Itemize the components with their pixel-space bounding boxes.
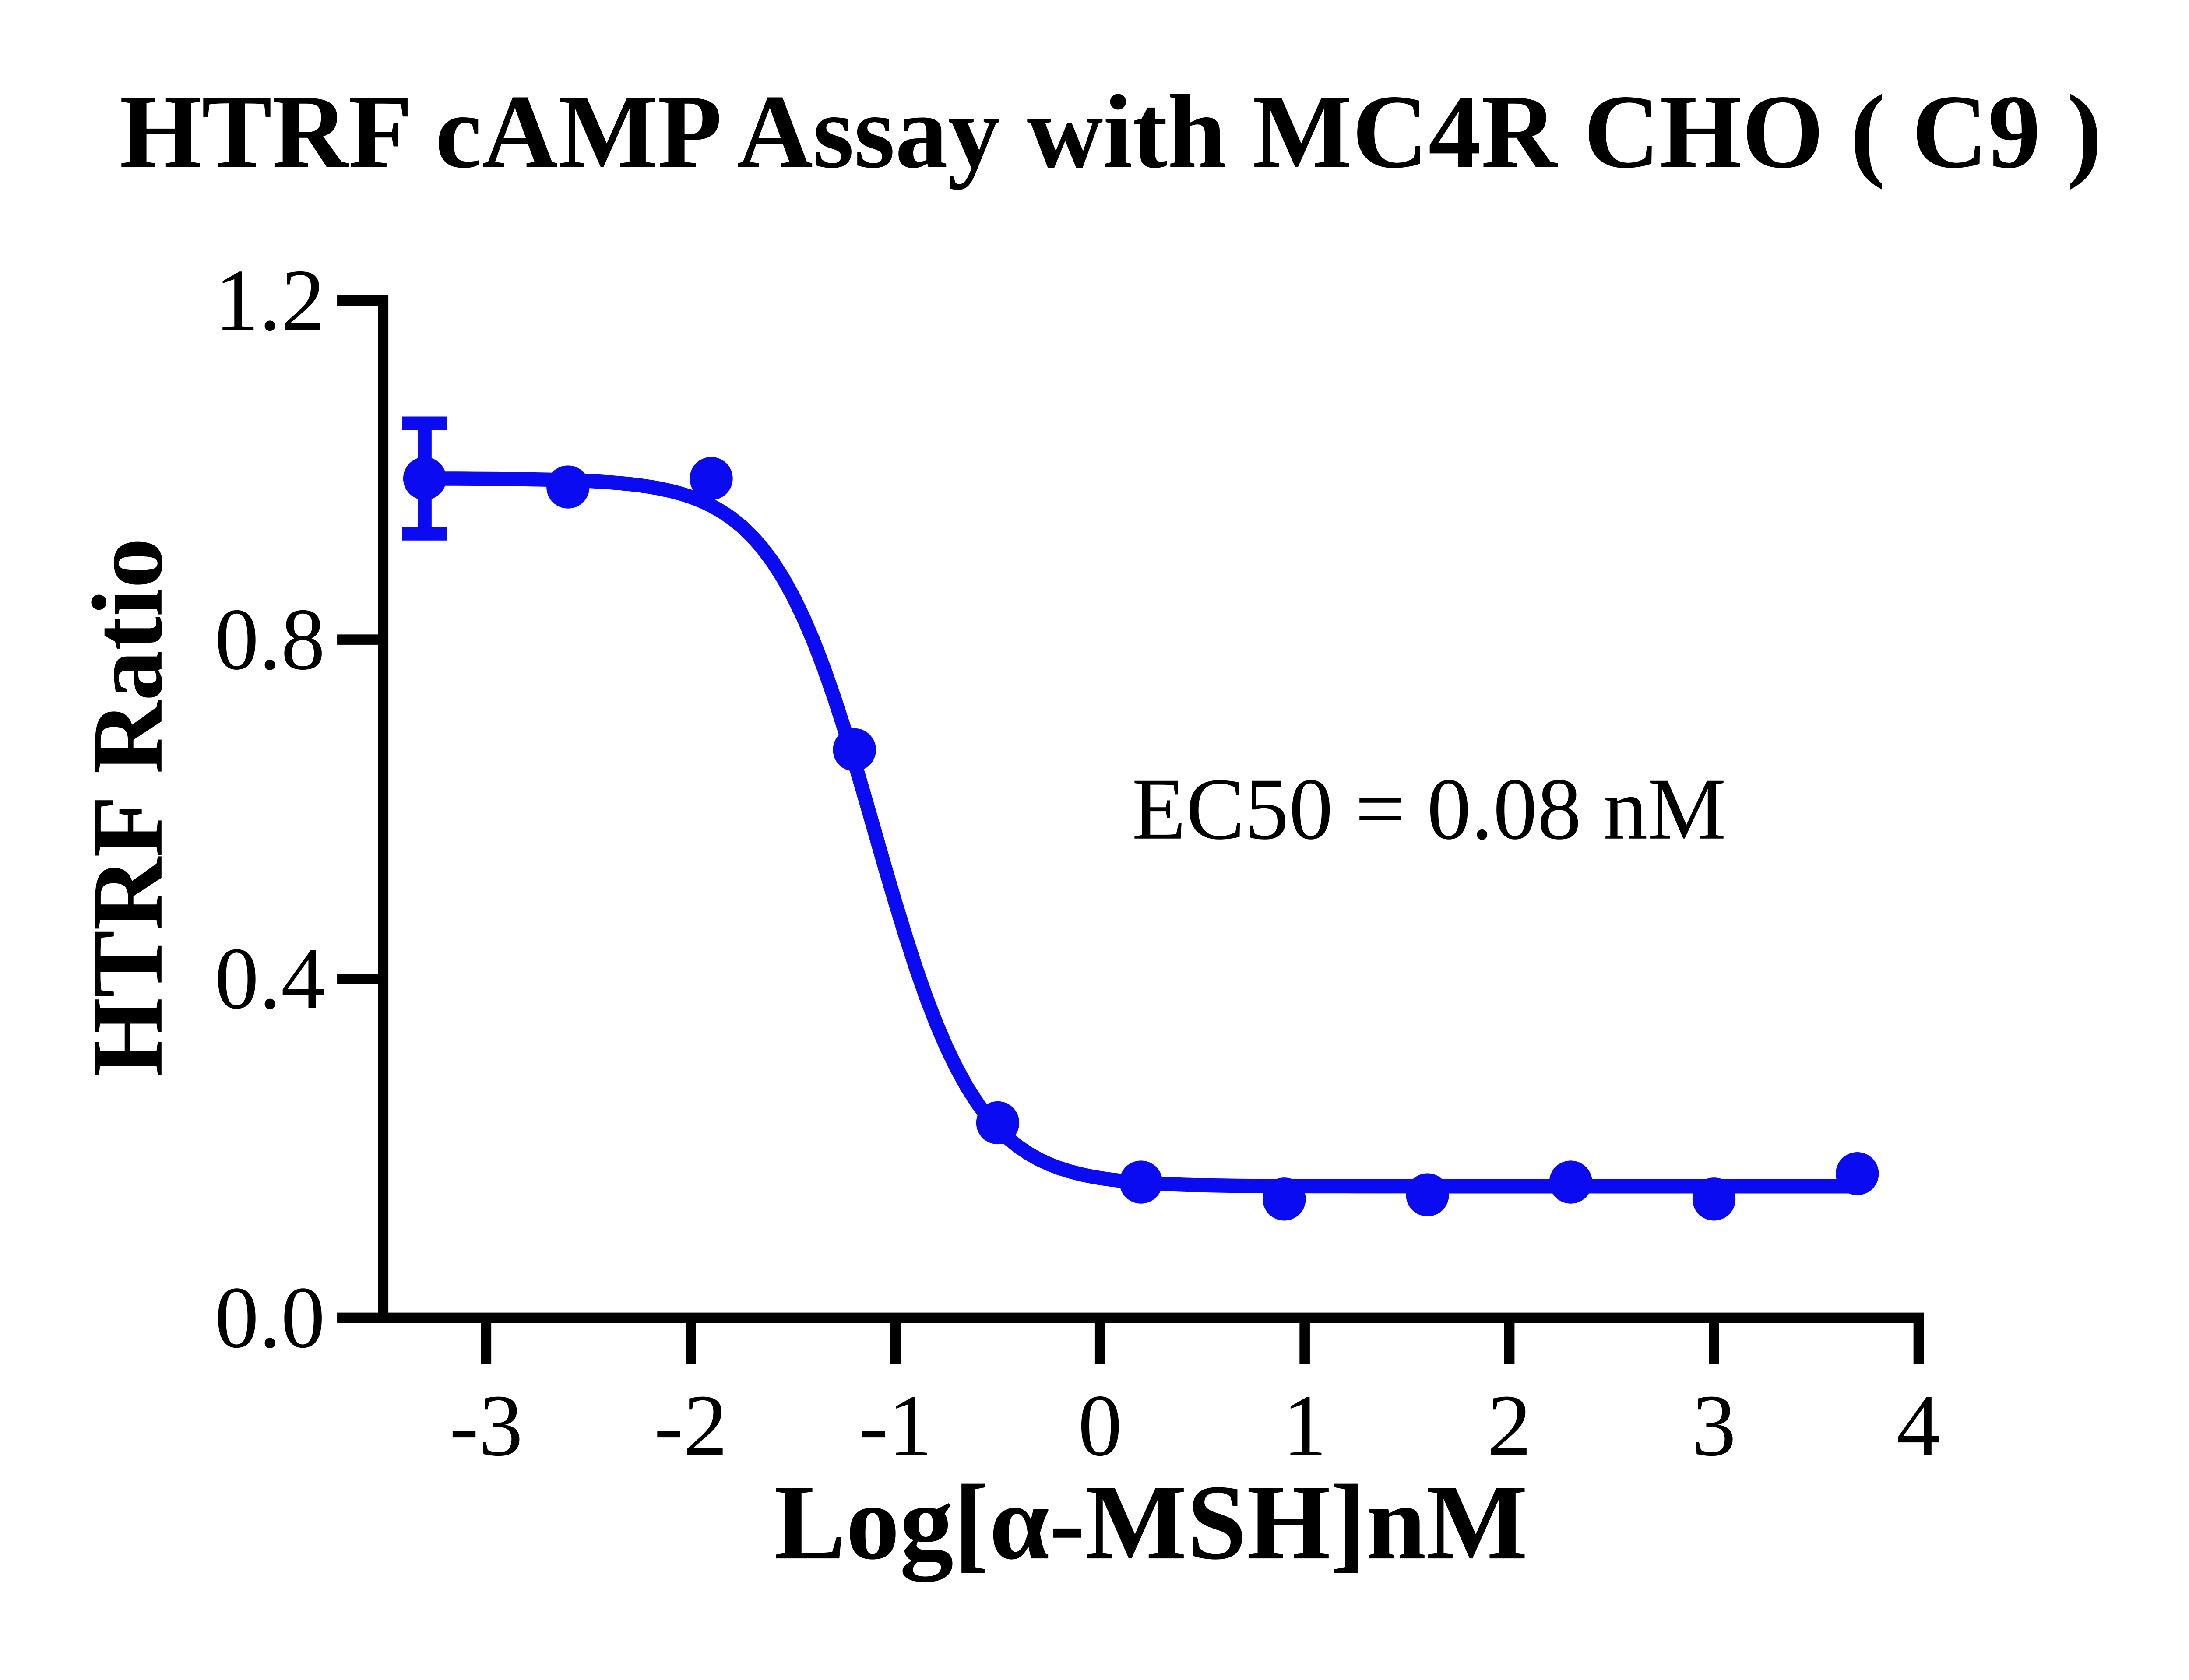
data-point bbox=[546, 465, 590, 509]
x-tick-label: 0 bbox=[1078, 1376, 1122, 1474]
ec50-annotation: EC50 = 0.08 nM bbox=[1132, 760, 1726, 858]
data-point bbox=[976, 1101, 1020, 1145]
x-axis-label: Log[α-MSH]nM bbox=[774, 1463, 1528, 1582]
data-point bbox=[833, 728, 876, 772]
axes bbox=[378, 295, 1924, 1323]
x-tick-label: -3 bbox=[449, 1376, 523, 1474]
y-tick-label: 0.0 bbox=[215, 1268, 325, 1366]
data-point bbox=[1263, 1177, 1306, 1221]
x-tick-label: 1 bbox=[1283, 1376, 1327, 1474]
data-point bbox=[1836, 1152, 1879, 1195]
x-tick-label: 3 bbox=[1692, 1376, 1736, 1474]
y-axis-label: HTRF Ratio bbox=[71, 538, 183, 1076]
data-points bbox=[403, 457, 1879, 1221]
chart-title: HTRF cAMP Assay with MC4R CHO ( C9 ) bbox=[120, 74, 2102, 190]
y-tick-label: 0.4 bbox=[215, 929, 325, 1027]
y-ticks bbox=[337, 295, 378, 1323]
data-point bbox=[1549, 1160, 1592, 1204]
data-point bbox=[403, 457, 447, 500]
x-tick-label: 2 bbox=[1487, 1376, 1531, 1474]
x-tick-labels: -3 -2 -1 0 1 2 3 4 bbox=[449, 1376, 1941, 1474]
x-tick-label: -1 bbox=[859, 1376, 932, 1474]
y-tick-labels: 0.0 0.4 0.8 1.2 bbox=[215, 251, 325, 1366]
y-tick-label: 0.8 bbox=[215, 590, 325, 688]
data-point bbox=[1119, 1160, 1163, 1204]
data-point bbox=[1692, 1177, 1736, 1221]
x-tick-label: 4 bbox=[1897, 1376, 1941, 1474]
data-point bbox=[690, 457, 733, 500]
x-tick-label: -2 bbox=[654, 1376, 728, 1474]
x-ticks bbox=[481, 1318, 1924, 1364]
y-tick-label: 1.2 bbox=[215, 251, 325, 349]
data-point bbox=[1406, 1173, 1449, 1216]
